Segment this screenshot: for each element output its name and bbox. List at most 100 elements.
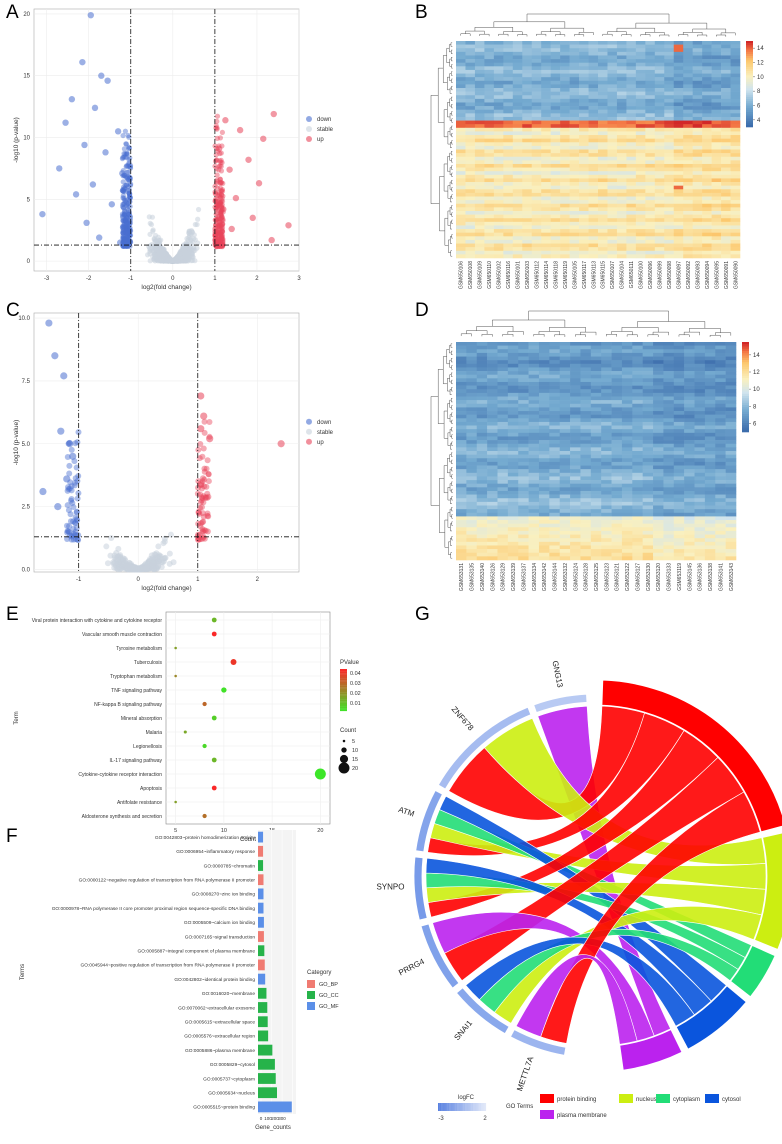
heatmap-cell xyxy=(683,182,693,186)
heatmap-cell xyxy=(465,218,476,223)
heatmap-cell xyxy=(626,124,637,129)
heatmap-cell xyxy=(541,239,551,244)
heatmap-cell xyxy=(702,120,712,125)
heatmap-cell xyxy=(474,138,485,143)
heatmap-cell xyxy=(493,160,504,165)
heatmap-cell xyxy=(579,254,589,259)
heatmap-cell xyxy=(721,138,731,143)
dendrogram-branch xyxy=(451,78,453,83)
heatmap-cell xyxy=(503,203,514,208)
heatmap-cell xyxy=(474,145,485,150)
heatmap-cell xyxy=(645,102,656,107)
heatmap-cell xyxy=(684,400,695,405)
heatmap-cell xyxy=(531,254,542,259)
heatmap-cell xyxy=(607,48,618,53)
heatmap-cell xyxy=(645,149,656,154)
heatmap-cell xyxy=(702,77,712,82)
heatmap-cell xyxy=(702,236,712,241)
legend-label: up xyxy=(317,440,324,446)
y-tick-label: 0.0 xyxy=(22,567,31,573)
heatmap-cell xyxy=(730,239,741,244)
heatmap-cell xyxy=(570,396,581,401)
heatmap-cell xyxy=(601,349,612,354)
heatmap-cell xyxy=(569,163,580,168)
heatmap-cell xyxy=(626,98,637,103)
heatmap-cell xyxy=(616,178,627,183)
heatmap-cell xyxy=(465,66,476,71)
dendrogram-branch xyxy=(451,85,453,91)
heatmap-cell xyxy=(611,356,623,361)
heatmap-cell xyxy=(715,403,726,408)
heatmap-cell xyxy=(518,342,529,346)
heatmap-cell xyxy=(580,363,592,368)
heatmap-cell xyxy=(673,200,684,205)
heatmap-cell xyxy=(702,178,712,183)
heatmap-cell xyxy=(601,403,612,408)
heatmap-cell xyxy=(559,367,571,372)
heatmap-cell xyxy=(541,218,551,223)
heatmap-cell xyxy=(645,55,656,60)
heatmap-cell xyxy=(684,356,695,361)
heatmap-cell xyxy=(684,349,695,354)
heatmap-cell xyxy=(550,88,561,92)
heatmap-cell xyxy=(730,174,741,179)
heatmap-cell xyxy=(580,367,592,372)
heatmap-cell xyxy=(528,374,540,379)
heatmap-cell xyxy=(683,102,693,107)
heatmap-cell xyxy=(626,250,637,255)
heatmap-cell xyxy=(474,178,485,183)
heatmap-cell xyxy=(569,153,580,158)
heatmap-cell xyxy=(654,236,665,241)
heatmap-cell xyxy=(702,138,712,143)
heatmap-cell xyxy=(653,389,664,394)
y-tick-label: 20 xyxy=(23,12,30,18)
heatmap-cell xyxy=(579,116,589,121)
heatmap-cell xyxy=(721,229,731,233)
heatmap-cell xyxy=(465,145,476,150)
heatmap-cell xyxy=(654,91,665,96)
heatmap-cell xyxy=(541,229,551,233)
dendrogram-branch xyxy=(536,33,547,37)
heatmap-cell xyxy=(580,345,592,350)
heatmap-cell xyxy=(621,396,633,401)
heatmap-cell xyxy=(570,345,581,350)
heatmap-cell xyxy=(522,135,533,139)
heatmap-cell xyxy=(607,80,618,85)
highlight-point xyxy=(270,110,277,118)
highlight-point xyxy=(219,129,226,136)
heatmap-cell xyxy=(550,156,561,161)
heatmap-cell xyxy=(512,48,523,53)
heatmap-cell xyxy=(626,182,637,186)
heatmap-cell xyxy=(518,363,529,368)
heatmap-cell xyxy=(456,374,467,379)
heatmap-cell xyxy=(721,66,731,71)
heatmap-cell xyxy=(711,221,722,226)
heatmap-cell xyxy=(635,62,646,67)
heatmap-cell xyxy=(531,182,542,186)
dendrogram-branch xyxy=(451,165,453,170)
heatmap-cell xyxy=(541,59,551,63)
heatmap-cell xyxy=(632,363,643,368)
heatmap-cell xyxy=(673,192,684,197)
heatmap-cell xyxy=(569,59,580,63)
heatmap-cell xyxy=(721,77,731,82)
heatmap-cell xyxy=(541,250,551,255)
heatmap-cell xyxy=(512,124,523,129)
dendrogram-branch xyxy=(451,212,453,217)
highlight-point xyxy=(195,446,202,453)
heatmap-cell xyxy=(579,88,589,92)
heatmap-cell xyxy=(607,214,618,219)
heatmap-cell xyxy=(588,221,599,226)
heatmap-cell xyxy=(522,142,533,147)
heatmap-cell xyxy=(692,178,703,183)
heatmap-cell xyxy=(664,44,675,49)
heatmap-cell xyxy=(645,196,656,201)
heatmap-cell xyxy=(493,95,504,100)
heatmap-cell xyxy=(474,225,485,230)
heatmap-cell xyxy=(474,207,485,212)
heatmap-cell xyxy=(683,163,693,168)
highlight-point xyxy=(74,439,81,446)
heatmap-cell xyxy=(588,59,599,63)
heatmap-cell xyxy=(642,345,654,350)
heatmap-cell xyxy=(588,127,599,132)
